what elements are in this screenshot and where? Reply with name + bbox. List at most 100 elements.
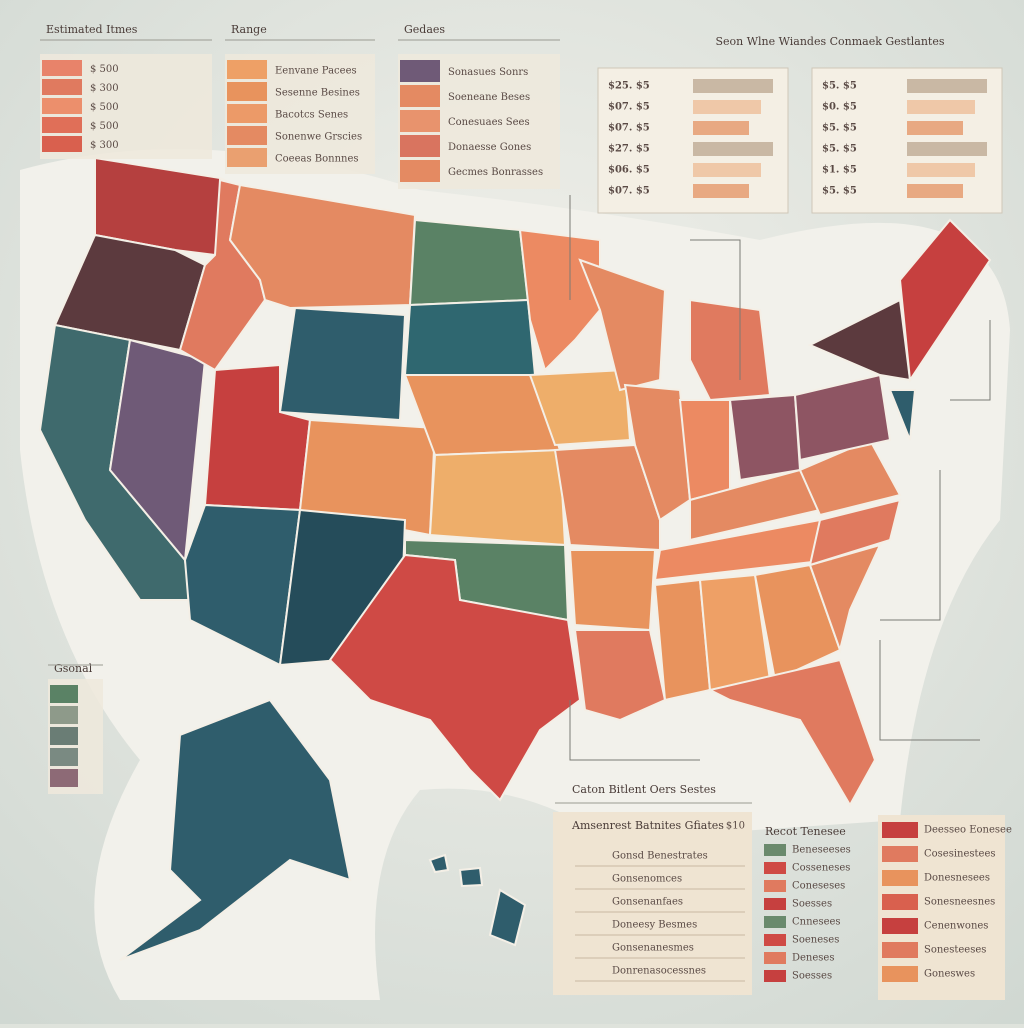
leader-lines <box>569 195 991 761</box>
panel-title: Gedaes <box>404 23 445 36</box>
swatch <box>400 60 440 82</box>
card-bar <box>693 142 773 156</box>
card-value: $5. $5 <box>822 144 857 155</box>
row-label: Conesuaes Sees <box>448 117 530 128</box>
panel-title: Range <box>231 23 267 36</box>
swatch <box>227 82 267 101</box>
state <box>888 389 917 441</box>
row-label: Cnnesees <box>792 917 841 928</box>
leader-line <box>879 640 980 741</box>
card-value: $0. $5 <box>822 102 857 113</box>
row-label: $ 300 <box>90 140 119 151</box>
swatch <box>400 135 440 157</box>
card-bar <box>907 100 975 114</box>
state <box>518 228 601 372</box>
card-bar <box>907 121 963 135</box>
swatch <box>764 862 786 874</box>
row-label: Sonasues Sonrs <box>448 67 528 78</box>
card-bar <box>693 79 773 93</box>
swatch <box>882 966 918 982</box>
card-bar <box>907 184 963 198</box>
hawaii <box>428 853 450 874</box>
state <box>568 549 657 632</box>
state <box>53 233 207 352</box>
row-label: Sonesneesnes <box>924 897 995 908</box>
row-label: Gonsenanfaes <box>612 897 683 908</box>
hawaii <box>488 888 527 947</box>
row-label: $ 500 <box>90 102 119 113</box>
row-label: Deesseo Eonesee <box>924 825 1012 836</box>
state <box>707 658 877 808</box>
panel <box>553 812 752 995</box>
state <box>728 393 802 482</box>
swatch <box>227 104 267 123</box>
row-label: Soeneses <box>792 935 839 946</box>
swatch <box>227 148 267 167</box>
header-title: Seon Wlne Wiandes Conmaek Gestlantes <box>715 35 944 48</box>
swatch <box>882 870 918 886</box>
card-value: $5. $5 <box>822 81 857 92</box>
card-value: $5. $5 <box>822 186 857 197</box>
row-label: Donrenasocessnes <box>612 966 706 977</box>
row-label: Soesses <box>792 971 832 982</box>
bottom-header: Amsenrest Batnites Gfiates <box>571 819 724 832</box>
card-bar <box>693 163 761 177</box>
row-label: Donesnesees <box>924 873 990 884</box>
row-label: Deneses <box>792 953 834 964</box>
state <box>623 383 692 522</box>
swatch <box>400 160 440 182</box>
swatch <box>764 844 786 856</box>
swatch <box>42 60 82 76</box>
card-value: $07. $5 <box>608 186 650 197</box>
row-label: Eenvane Pacees <box>275 66 357 77</box>
row-label: Goneswes <box>924 969 975 980</box>
panels: Estimated Itmes $ 500 $ 300 $ 500 $ 500 $ 300… <box>40 23 1012 1000</box>
swatch <box>227 126 267 145</box>
state <box>553 443 661 552</box>
swatch <box>764 970 786 982</box>
row-label: Coneseses <box>792 881 845 892</box>
row-label: Cosesinestees <box>924 849 996 860</box>
state <box>428 448 567 547</box>
row-label: Doneesy Besmes <box>612 920 697 931</box>
card-value: $25. $5 <box>608 81 650 92</box>
card-bar <box>693 121 749 135</box>
state <box>183 503 302 667</box>
row-label: Coeeas Bonnnes <box>275 154 359 165</box>
card-bar <box>907 142 987 156</box>
row-label: $ 300 <box>90 83 119 94</box>
row-label: Donaesse Gones <box>448 142 531 153</box>
card-value: $5. $5 <box>822 123 857 134</box>
swatch <box>764 898 786 910</box>
swatch <box>50 685 78 703</box>
hawaii <box>458 866 484 888</box>
state <box>808 498 902 567</box>
state <box>528 368 632 447</box>
row-label: $ 500 <box>90 121 119 132</box>
swatch <box>882 942 918 958</box>
card-bar <box>907 163 975 177</box>
row-label: Gonsenomces <box>612 874 682 885</box>
swatch <box>50 748 78 766</box>
panel-title: Estimated Itmes <box>46 23 138 36</box>
card-value: $06. $5 <box>608 165 650 176</box>
swatch <box>227 60 267 79</box>
row-label: Sonesteeses <box>924 945 986 956</box>
card-value: $07. $5 <box>608 102 650 113</box>
leader-line <box>569 700 700 761</box>
swatch <box>42 117 82 133</box>
row-label: Soesses <box>792 899 832 910</box>
swatch <box>50 769 78 787</box>
swatch <box>400 110 440 132</box>
bottom-title: Caton Bitlent Oers Sestes <box>572 783 716 796</box>
leader-line <box>880 470 941 621</box>
card-value: $1. $5 <box>822 165 857 176</box>
state <box>328 553 582 802</box>
card-value: $27. $5 <box>608 144 650 155</box>
bottom-amount: $10 <box>726 821 745 832</box>
row-label: Bacotcs Senes <box>275 110 348 121</box>
row-label: Soeneane Beses <box>448 92 530 103</box>
row-label: Gecmes Bonrasses <box>448 167 543 178</box>
state <box>678 399 731 502</box>
